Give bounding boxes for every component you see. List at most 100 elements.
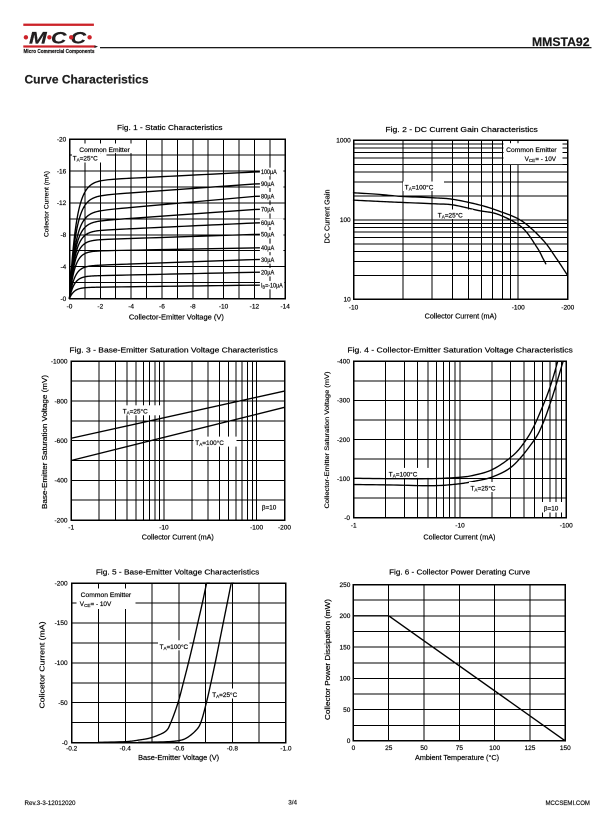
- svg-text:Base-Emitter Saturation Voltag: Base-Emitter Saturation Voltage (mV): [42, 375, 49, 509]
- svg-text:-20: -20: [57, 137, 67, 144]
- svg-text:-0: -0: [62, 740, 68, 747]
- svg-text:20µA: 20µA: [261, 270, 275, 277]
- svg-text:Collector Current (mA): Collector Current (mA): [44, 171, 51, 237]
- svg-text:70µA: 70µA: [261, 207, 275, 214]
- svg-text:80µA: 80µA: [261, 193, 275, 200]
- svg-text:-10: -10: [349, 304, 359, 311]
- svg-text:-200: -200: [561, 304, 574, 311]
- svg-text:-100: -100: [337, 476, 350, 483]
- svg-text:50: 50: [420, 745, 428, 752]
- svg-text:-100: -100: [512, 304, 525, 311]
- svg-text:75: 75: [456, 745, 464, 752]
- svg-text:25: 25: [385, 745, 393, 752]
- svg-text:TA=25°C: TA=25°C: [123, 408, 148, 416]
- svg-text:-300: -300: [337, 398, 350, 405]
- svg-text:250: 250: [340, 582, 351, 589]
- svg-text:-0.6: -0.6: [173, 745, 185, 752]
- svg-text:M C C: M C C: [29, 28, 87, 47]
- svg-text:150: 150: [340, 644, 351, 651]
- svg-text:1000: 1000: [336, 138, 351, 145]
- svg-text:100µA: 100µA: [261, 169, 277, 176]
- svg-text:90µA: 90µA: [261, 181, 275, 188]
- svg-text:Collector-Emitter Voltage (V): Collector-Emitter Voltage (V): [129, 314, 224, 321]
- svg-text:3/4: 3/4: [288, 800, 297, 807]
- svg-text:200: 200: [340, 613, 351, 620]
- svg-text:-0.2: -0.2: [66, 745, 78, 752]
- svg-text:-0.8: -0.8: [227, 745, 239, 752]
- svg-text:-0: -0: [344, 515, 350, 522]
- svg-text:30µA: 30µA: [261, 257, 275, 264]
- svg-text:TA=25°C: TA=25°C: [212, 691, 237, 699]
- svg-text:β=10: β=10: [262, 504, 277, 511]
- svg-text:TA=25°C: TA=25°C: [471, 484, 496, 492]
- svg-text:TA=100°C: TA=100°C: [195, 439, 224, 447]
- svg-text:MCCSEMI.COM: MCCSEMI.COM: [546, 800, 591, 807]
- svg-text:-100: -100: [560, 522, 573, 529]
- svg-text:Common Emitter: Common Emitter: [506, 147, 557, 154]
- svg-text:Collector-Emitter Saturation V: Collector-Emitter Saturation Voltage (mV…: [324, 372, 331, 509]
- svg-text:-6: -6: [159, 304, 165, 311]
- svg-text:VCE= - 10V: VCE= - 10V: [525, 156, 557, 163]
- svg-text:Fig. 4 - Collector-Emitter Sat: Fig. 4 - Collector-Emitter Saturation Vo…: [347, 345, 573, 354]
- svg-text:Collector Current (mA): Collector Current (mA): [425, 313, 497, 320]
- svg-text:-150: -150: [55, 620, 68, 627]
- svg-text:Fig. 5 - Base-Emitter Voltage: Fig. 5 - Base-Emitter Voltage Characteri…: [96, 567, 260, 576]
- svg-text:100: 100: [340, 676, 351, 683]
- svg-text:Fig. 1 - Static Characteristic: Fig. 1 - Static Characteristics: [117, 123, 223, 132]
- svg-text:Colicetor Current (mA): Colicetor Current (mA): [39, 622, 46, 709]
- svg-text:150: 150: [560, 745, 571, 752]
- svg-text:MMSTA92: MMSTA92: [532, 35, 590, 49]
- svg-text:60µA: 60µA: [261, 220, 275, 227]
- svg-text:Fig. 2 - DC Current Gain Chara: Fig. 2 - DC Current Gain Characteristics: [385, 125, 538, 134]
- svg-text:TA=100°C: TA=100°C: [389, 471, 418, 479]
- svg-text:Collector Current (mA): Collector Current (mA): [423, 534, 495, 541]
- svg-text:125: 125: [525, 745, 536, 752]
- svg-text:-4: -4: [61, 264, 67, 271]
- svg-text:TA=25°C: TA=25°C: [73, 155, 98, 163]
- svg-text:-600: -600: [54, 438, 67, 445]
- svg-text:VCE= - 10V: VCE= - 10V: [80, 601, 112, 608]
- svg-text:-1: -1: [68, 525, 74, 532]
- svg-text:Fig. 3 - Base-Emitter Saturati: Fig. 3 - Base-Emitter Saturation Voltage…: [69, 345, 278, 354]
- svg-text:50: 50: [343, 707, 351, 714]
- svg-text:Collector Current (mA): Collector Current (mA): [142, 534, 214, 541]
- svg-text:TA=25°C: TA=25°C: [438, 211, 463, 219]
- svg-text:DC Current Gain: DC Current Gain: [325, 189, 332, 243]
- svg-text:0: 0: [352, 745, 356, 752]
- svg-text:Ambient Temperature (°C): Ambient Temperature (°C): [415, 754, 499, 762]
- svg-text:-0.4: -0.4: [120, 745, 132, 752]
- svg-text:-200: -200: [55, 580, 68, 587]
- svg-text:-200: -200: [54, 517, 67, 524]
- svg-text:-800: -800: [54, 398, 67, 405]
- svg-text:-12: -12: [57, 200, 67, 207]
- svg-text:-1000: -1000: [51, 359, 68, 366]
- svg-text:-16: -16: [57, 168, 67, 175]
- svg-text:Micro Commercial Components: Micro Commercial Components: [24, 49, 95, 55]
- svg-text:-1.0: -1.0: [280, 745, 292, 752]
- svg-text:-8: -8: [190, 304, 196, 311]
- svg-text:TA=100°C: TA=100°C: [160, 643, 189, 651]
- svg-text:-4: -4: [128, 304, 134, 311]
- svg-text:-400: -400: [337, 359, 350, 366]
- svg-text:Common Emitter: Common Emitter: [79, 147, 130, 154]
- svg-text:-0: -0: [67, 304, 73, 311]
- svg-text:Rev.3-3-12012020: Rev.3-3-12012020: [25, 800, 76, 807]
- svg-text:-100: -100: [250, 525, 263, 532]
- svg-text:-1: -1: [351, 522, 357, 529]
- svg-text:100: 100: [340, 217, 351, 224]
- svg-text:Fig. 6 - Collector Power Derat: Fig. 6 - Collector Power Derating Curve: [389, 567, 530, 576]
- svg-text:β=10: β=10: [544, 505, 559, 512]
- svg-text:-50: -50: [58, 700, 68, 707]
- svg-text:-200: -200: [337, 437, 350, 444]
- svg-text:-0: -0: [61, 296, 67, 303]
- svg-text:Base-Emitter Voltage (V): Base-Emitter Voltage (V): [138, 755, 219, 762]
- svg-text:-2: -2: [97, 304, 103, 311]
- svg-text:Curve Characteristics: Curve Characteristics: [25, 72, 149, 86]
- svg-text:50µA: 50µA: [261, 232, 275, 239]
- svg-text:-400: -400: [54, 478, 67, 485]
- svg-text:TA=100°C: TA=100°C: [405, 183, 434, 191]
- svg-text:-10: -10: [219, 304, 229, 311]
- svg-text:-14: -14: [280, 304, 290, 311]
- svg-text:IB=-10µA: IB=-10µA: [261, 282, 284, 289]
- svg-text:Collector Power Dissipation (: Collector Power Dissipation (mW): [325, 599, 332, 720]
